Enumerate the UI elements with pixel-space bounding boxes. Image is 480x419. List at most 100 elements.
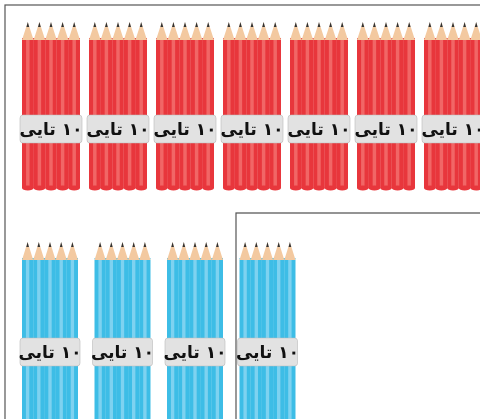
pencil-wood (200, 242, 212, 260)
pencil-wood (273, 242, 285, 260)
pencil-stripe (116, 40, 120, 188)
pencil-lead (262, 22, 265, 27)
pencil-lead (171, 242, 174, 247)
pencil-wood (128, 242, 140, 260)
pencil-end (22, 185, 34, 191)
pencil-stripe (206, 40, 210, 188)
pencil-wood (284, 242, 296, 260)
pencil-lead (182, 242, 186, 247)
pencil-bundle: ۱۰ تایی (236, 242, 299, 419)
pencil-lead (109, 242, 113, 247)
pencil-lead (294, 22, 298, 27)
pencil-stripe (317, 40, 321, 188)
pencil-end (179, 185, 191, 191)
pencil-stripe (127, 40, 132, 188)
pencil-wood (56, 22, 69, 40)
pencil-wood (301, 22, 314, 40)
pencil-lead (250, 22, 254, 27)
pencil-end (290, 185, 302, 191)
pencil-end (470, 185, 480, 191)
outer-frame (4, 4, 480, 419)
pencil-stripe (395, 40, 400, 188)
pencil-wood (458, 22, 471, 40)
pencil-lead (407, 22, 411, 27)
pencil-stripe (451, 40, 455, 188)
pencil-wood (89, 22, 101, 40)
pencil-bundle: ۱۰ تایی (18, 242, 82, 419)
pencil-end (380, 185, 392, 191)
pencil-lead (227, 22, 231, 27)
bundle-label: ۱۰ تایی (220, 120, 283, 140)
pencil-wood (33, 242, 45, 260)
pencil-lead (48, 242, 52, 247)
pencil-end (33, 185, 46, 191)
pencil-lead (277, 242, 281, 247)
pencil-stripe (26, 40, 30, 188)
pencil-wood (112, 22, 124, 40)
pencil-end (112, 185, 124, 191)
pencil-wood (246, 22, 258, 40)
label-band (19, 114, 83, 144)
pencil-lead (49, 22, 53, 27)
pencil-wood (100, 22, 113, 40)
pencil-wood (167, 242, 179, 260)
pencil-wood (190, 22, 203, 40)
bundle-label: ۱۰ تایی (91, 343, 154, 363)
pencil-end (257, 185, 270, 191)
pencil-lead (72, 22, 76, 27)
pencil-wood (447, 22, 459, 40)
pencil-wood (139, 242, 151, 260)
pencil-lead (451, 22, 455, 27)
pencil-lead (266, 242, 269, 247)
label-band (164, 337, 226, 367)
bundle-label: ۱۰ تایی (18, 343, 81, 363)
pencil-stripe (194, 40, 199, 188)
bundle-label: ۱۰ تایی (236, 343, 299, 363)
pencil-stripe (462, 40, 467, 188)
pencil-end (435, 185, 448, 191)
pencil-stripe (305, 40, 310, 188)
pencil-lead (38, 22, 41, 27)
pencil-wood (45, 22, 57, 40)
bundle-label: ۱۰ تایی (287, 120, 350, 140)
pencil-end (45, 185, 57, 191)
pencil-lead (160, 22, 164, 27)
bundle-label: ۱۰ تایی (354, 120, 417, 140)
pencil-end (56, 185, 69, 191)
pencil-lead (105, 22, 108, 27)
pencil-lead (306, 22, 309, 27)
pencil-stripe (439, 40, 444, 188)
pencil-wood (68, 22, 80, 40)
pencil-lead (61, 22, 64, 27)
pencil-lead (273, 22, 277, 27)
pencil-bundle: ۱۰ تایی (421, 22, 480, 191)
pencil-end (156, 185, 168, 191)
pencil-end (89, 185, 101, 191)
pencil-lead (59, 242, 63, 247)
pencil-wood (269, 22, 281, 40)
pencil-end (246, 185, 258, 191)
pencil-wood (156, 22, 168, 40)
bundle-label: ۱۰ تایی (421, 120, 480, 140)
pencil-bundle: ۱۰ تایی (354, 22, 418, 191)
pencil-wood (357, 22, 369, 40)
pencil-stripe (361, 40, 365, 188)
pencil-stripe (474, 40, 478, 188)
inner-frame (235, 212, 480, 419)
pencil-stripe (183, 40, 187, 188)
pencil-lead (93, 22, 97, 27)
pencil-lead (26, 22, 30, 27)
pencil-wood (313, 22, 325, 40)
pencil-lead (71, 242, 74, 247)
pencil-stripe (160, 40, 164, 188)
pencil-lead (143, 242, 147, 247)
pencil-wood (250, 242, 262, 260)
pencil-stripe (93, 40, 97, 188)
label-band (86, 114, 150, 144)
pencil-lead (329, 22, 332, 27)
label-band (237, 337, 298, 367)
pencil-lead (206, 22, 210, 27)
pencil-bundle: ۱۰ تایی (19, 22, 83, 191)
pencil-wood (239, 242, 251, 260)
